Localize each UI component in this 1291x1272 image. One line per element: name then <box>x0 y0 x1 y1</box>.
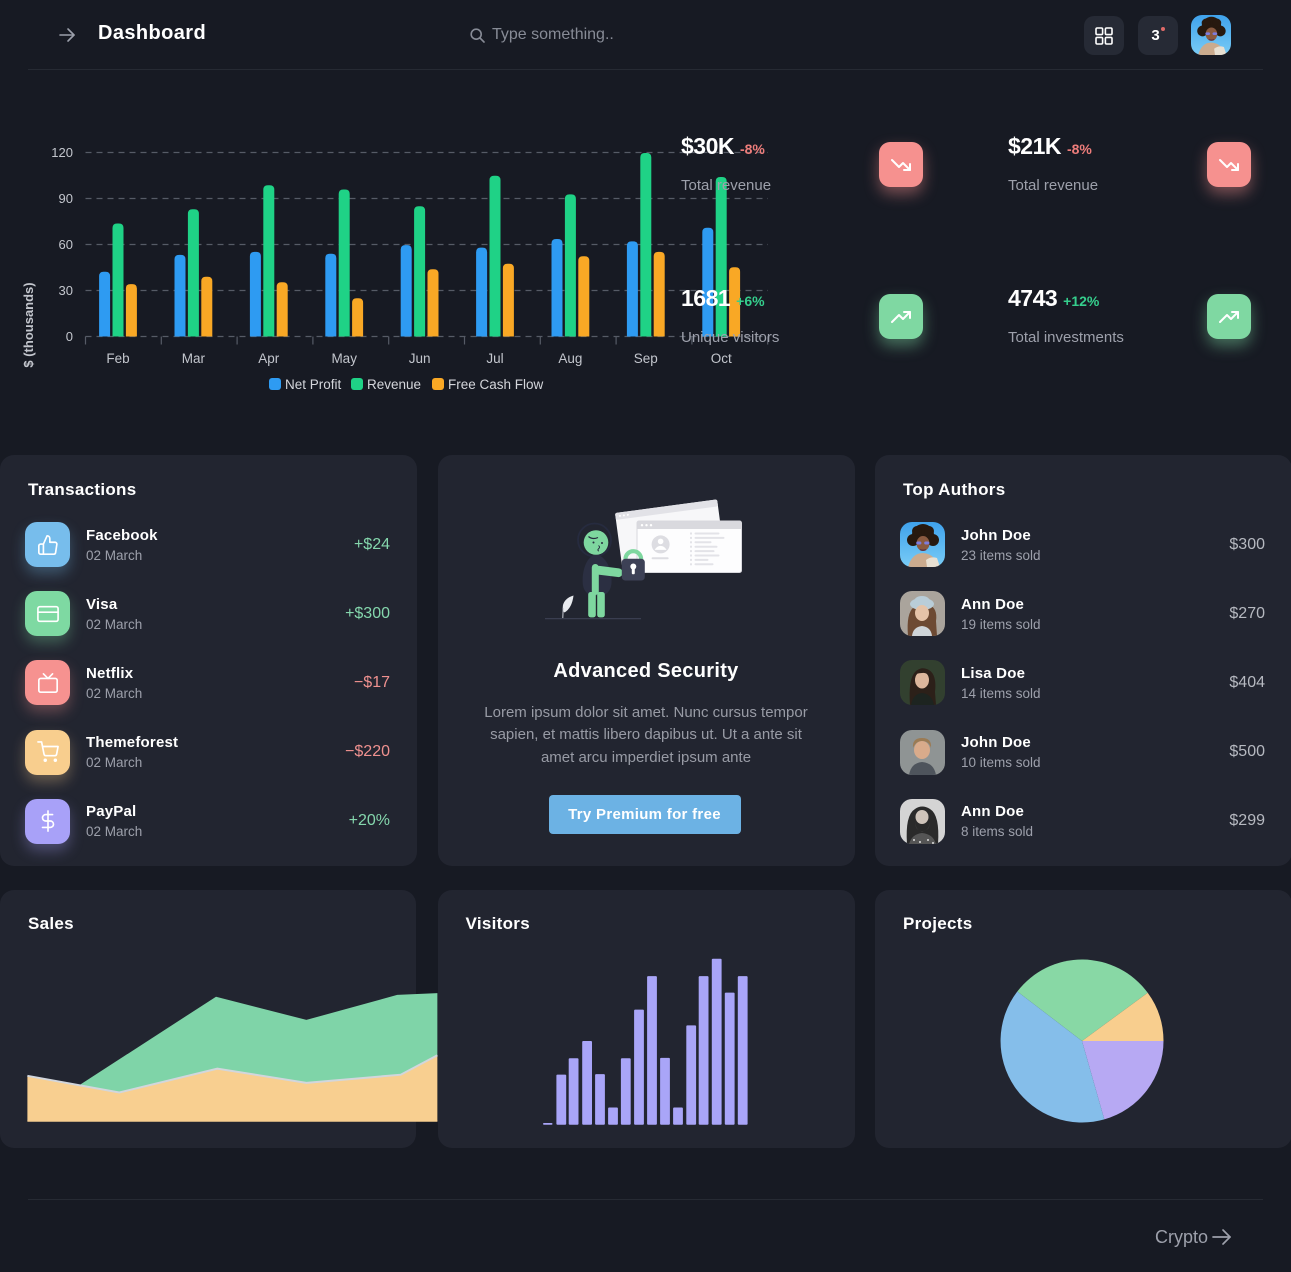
svg-text:0: 0 <box>66 329 73 344</box>
svg-text:Feb: Feb <box>106 351 129 366</box>
svg-text:Aug: Aug <box>558 351 582 366</box>
svg-text:May: May <box>331 351 357 366</box>
svg-text:Sep: Sep <box>634 351 658 366</box>
svg-text:120: 120 <box>51 145 73 160</box>
svg-text:Jun: Jun <box>409 351 431 366</box>
svg-text:Oct: Oct <box>711 351 732 366</box>
svg-text:30: 30 <box>59 283 73 298</box>
svg-text:60: 60 <box>59 237 73 252</box>
svg-text:Mar: Mar <box>182 351 206 366</box>
svg-text:90: 90 <box>59 191 73 206</box>
svg-text:$ (thousands): $ (thousands) <box>21 282 36 367</box>
svg-text:Apr: Apr <box>258 351 280 366</box>
svg-text:Jul: Jul <box>486 351 503 366</box>
